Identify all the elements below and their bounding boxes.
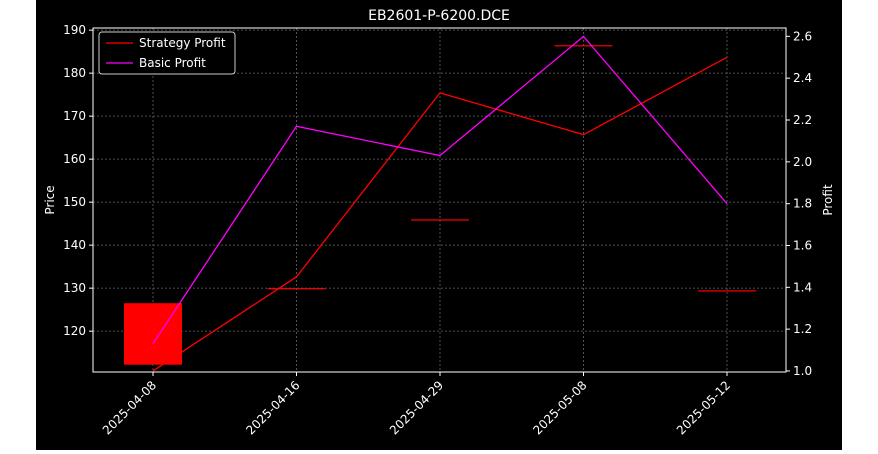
- right-y-tick-label: 1.0: [793, 364, 812, 378]
- left-y-tick-label: 130: [63, 281, 86, 295]
- grid-lines: [93, 28, 786, 372]
- x-axis-ticks: 2025-04-08 2025-04-16 2025-04-29 2025-05-08…: [100, 372, 733, 437]
- left-y-tick-label: 170: [63, 109, 86, 123]
- left-y-tick-label: 140: [63, 238, 86, 252]
- right-y-axis-ticks: 1.0 1.2 1.4 1.6 1.8 2.0 2.2 2.4 2.6: [786, 29, 812, 378]
- price-candle: [554, 45, 613, 47]
- right-y-tick-label: 2.4: [793, 71, 812, 85]
- legend-label-strategy-profit: Strategy Profit: [139, 36, 226, 50]
- left-y-tick-label: 190: [63, 23, 86, 37]
- left-y-tick-label: 160: [63, 152, 86, 166]
- x-tick-label: 2025-05-12: [674, 378, 733, 437]
- left-y-tick-label: 180: [63, 66, 86, 80]
- right-y-tick-label: 2.0: [793, 155, 812, 169]
- right-y-axis-label: Profit: [821, 184, 835, 216]
- chart-figure: 120 130 140 150 160 170 180 190 1.0 1.2 1.4 1.6 1.8…: [36, 0, 842, 450]
- line-strategy-profit: [152, 56, 728, 372]
- x-tick-label: 2025-04-29: [387, 378, 446, 437]
- profit-lines: [152, 35, 728, 372]
- right-y-tick-label: 1.6: [793, 238, 812, 252]
- chart-svg: 120 130 140 150 160 170 180 190 1.0 1.2 1.4 1.6 1.8…: [43, 8, 835, 437]
- right-y-tick-label: 1.8: [793, 197, 812, 211]
- legend-label-basic-profit: Basic Profit: [139, 56, 206, 70]
- x-tick-label: 2025-04-08: [100, 378, 159, 437]
- right-y-tick-label: 2.6: [793, 29, 812, 43]
- left-y-tick-label: 120: [63, 324, 86, 338]
- price-candle: [267, 288, 326, 290]
- plot-area-frame: [92, 27, 787, 373]
- legend: Strategy Profit Basic Profit: [98, 31, 236, 75]
- left-y-axis-label: Price: [43, 185, 57, 214]
- price-candle: [411, 219, 469, 221]
- right-y-tick-label: 2.2: [793, 113, 812, 127]
- price-candle: [698, 290, 756, 292]
- line-basic-profit: [152, 35, 728, 345]
- right-y-tick-label: 1.4: [793, 280, 812, 294]
- left-y-tick-label: 150: [63, 195, 86, 209]
- left-y-axis-ticks: 120 130 140 150 160 170 180 190: [63, 23, 93, 338]
- x-tick-label: 2025-05-08: [530, 378, 589, 437]
- right-y-tick-label: 1.2: [793, 322, 812, 336]
- x-tick-label: 2025-04-16: [243, 378, 302, 437]
- chart-title: EB2601-P-6200.DCE: [368, 8, 510, 24]
